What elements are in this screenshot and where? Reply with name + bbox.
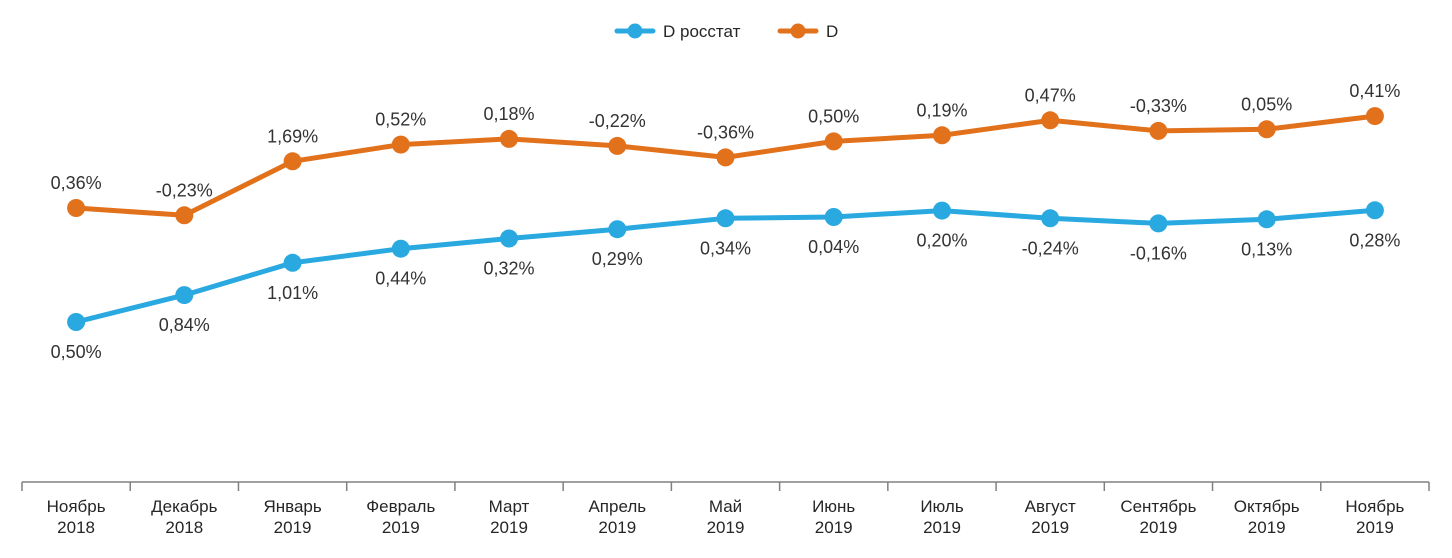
legend-label: D росстат [663,22,741,41]
data-label: 0,34% [700,238,751,258]
x-axis-label: Январь 2019 [263,497,321,537]
data-label: 0,28% [1349,230,1400,250]
x-axis-label: Сентябрь 2019 [1120,497,1196,537]
data-label: 0,52% [375,110,426,130]
data-label: -0,23% [156,180,213,200]
legend-item-d-rosstat: D росстат [614,22,741,41]
data-point [1257,120,1276,139]
x-axis-label: Октябрь 2019 [1234,497,1300,537]
data-label: -0,36% [697,122,754,142]
data-point [500,229,518,248]
data-label: 0,04% [808,237,859,257]
legend: D росстат D [614,22,838,41]
data-label: 0,36% [51,173,102,193]
data-point [67,199,86,217]
data-point [716,209,735,228]
data-point [67,313,86,331]
x-axis-label: Декабрь 2018 [151,497,217,537]
data-label: 1,69% [267,126,318,146]
data-point [1365,107,1384,126]
series-d-rosstat: 0,50% 0,84% 1,01% 0,44% 0,32% 0,29% 0,34% 0,04%… [51,201,1400,362]
data-point [1149,214,1168,233]
legend-dot-icon [790,23,806,39]
data-label: 0,44% [375,269,426,289]
x-axis-label: Июнь 2019 [812,497,855,537]
data-label: 1,01% [267,283,318,303]
data-label: 0,32% [483,259,534,279]
data-label: 0,50% [808,106,859,126]
data-point [1365,201,1384,220]
series-layer: 0,50% 0,84% 1,01% 0,44% 0,32% 0,29% 0,34% 0,04%… [51,81,1401,362]
data-label: -0,33% [1130,96,1187,116]
data-point [175,206,194,225]
data-label: 0,50% [51,342,102,362]
data-point [391,239,410,258]
x-axis-label: Ноябрь 2019 [1345,497,1404,537]
x-axis-label: Апрель 2019 [588,497,646,537]
legend-dot-icon [627,23,643,39]
data-label: 0,84% [159,315,210,335]
data-point [283,152,302,171]
series-d: 0,36% -0,23% 1,69% 0,52% 0,18% -0,22% -0,36% 0,… [51,81,1400,225]
data-point [283,253,302,272]
legend-label: D [826,22,838,41]
data-point [500,129,518,148]
data-label: 0,18% [483,104,534,124]
data-label: 0,20% [916,231,967,251]
data-point [933,126,951,145]
x-axis: Ноябрь 2018 Декабрь 2018 Январь 2019 Февраль 20… [21,481,1430,537]
x-axis-label: Ноябрь 2018 [47,497,106,537]
data-point [1041,111,1060,130]
data-point [1041,209,1060,228]
data-label: 0,13% [1241,239,1292,259]
data-point [175,286,194,305]
data-label: 0,29% [592,249,643,269]
data-point [608,136,627,155]
x-axis-label: Май 2019 [707,497,745,537]
x-axis-label: Июль 2019 [920,497,964,537]
data-label: -0,24% [1022,238,1079,258]
data-point [1257,210,1276,229]
data-point [824,132,843,151]
data-label: 0,47% [1025,85,1076,105]
x-axis-label: Февраль 2019 [366,497,435,537]
data-label: -0,16% [1130,243,1187,263]
x-axis-label: Март 2019 [489,497,530,537]
data-point [824,208,843,226]
data-point [391,135,410,154]
data-label: 0,41% [1349,81,1400,101]
x-axis-label: Август 2019 [1025,497,1076,537]
data-label: 0,19% [916,100,967,120]
data-label: 0,05% [1241,94,1292,114]
data-point [716,148,735,167]
legend-item-d: D [777,22,838,41]
data-point [1149,121,1168,140]
data-point [933,201,951,220]
data-point [608,220,627,239]
data-label: -0,22% [589,111,646,131]
